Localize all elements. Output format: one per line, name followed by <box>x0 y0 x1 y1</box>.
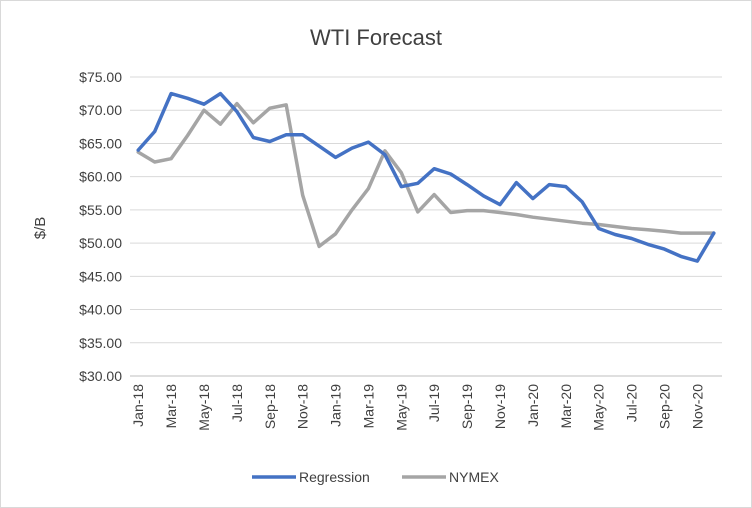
x-tick-labels: Jan-18 Mar-18 May-18 Jul-18 Sep-18 Nov-18 Jan-… <box>130 384 705 431</box>
x-tick-label: Mar-18 <box>163 384 179 429</box>
legend-label-regression: Regression <box>299 469 370 485</box>
x-tick-label: Mar-20 <box>558 384 574 429</box>
x-tick-label: Jul-19 <box>426 384 442 422</box>
x-tick-label: Jan-18 <box>130 384 146 427</box>
x-tick-label: Jan-19 <box>328 384 344 427</box>
y-tick-label: $75.00 <box>79 69 122 85</box>
y-tick-label: $45.00 <box>79 268 122 284</box>
y-tick-label: $30.00 <box>79 368 122 384</box>
x-tick-label: May-20 <box>591 384 607 431</box>
x-tick-label: Sep-20 <box>656 384 672 429</box>
chart-title: WTI Forecast <box>310 25 442 50</box>
legend: Regression NYMEX <box>252 469 499 485</box>
y-tick-label: $60.00 <box>79 169 122 185</box>
y-tick-labels: $75.00 $70.00 $65.00 $60.00 $55.00 $50.00 $45.… <box>79 69 122 384</box>
x-tick-label: May-19 <box>393 384 409 431</box>
gridlines <box>130 76 722 377</box>
x-tick-label: Nov-20 <box>689 384 705 429</box>
y-tick-label: $70.00 <box>79 102 122 118</box>
x-tick-label: Jul-18 <box>229 384 245 422</box>
x-tick-label: Nov-18 <box>295 384 311 429</box>
legend-label-nymex: NYMEX <box>449 469 499 485</box>
x-tick-label: Jul-20 <box>624 384 640 422</box>
x-tick-label: Mar-19 <box>360 384 376 429</box>
x-tick-label: Sep-19 <box>459 384 475 429</box>
y-tick-label: $40.00 <box>79 302 122 318</box>
y-tick-label: $55.00 <box>79 202 122 218</box>
series-line-regression <box>136 91 716 263</box>
y-axis-label: $/B <box>32 217 49 240</box>
x-tick-label: Nov-19 <box>492 384 508 429</box>
y-tick-label: $35.00 <box>79 335 122 351</box>
y-tick-label: $50.00 <box>79 235 122 251</box>
x-tick-label: Jan-20 <box>525 384 541 427</box>
series-lines <box>136 91 716 263</box>
y-tick-label: $65.00 <box>79 135 122 151</box>
x-tick-label: Sep-18 <box>262 384 278 429</box>
x-tick-label: May-18 <box>196 384 212 431</box>
